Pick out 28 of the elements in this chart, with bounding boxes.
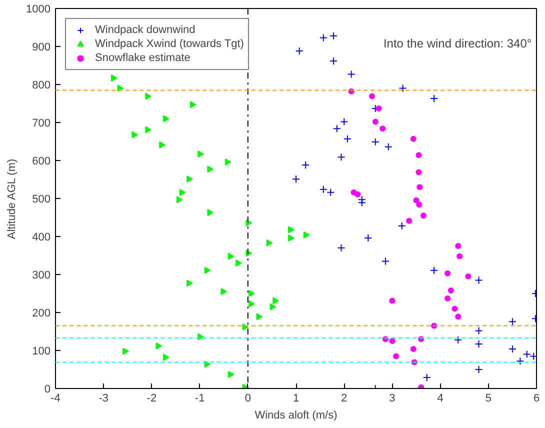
y-tick-label: 0 xyxy=(44,384,51,396)
x-tick-label: -2 xyxy=(146,392,157,404)
y-tick-label: 800 xyxy=(32,80,51,92)
x-axis-title: Winds aloft (m/s) xyxy=(254,410,338,422)
y-axis-title: Altitude AGL (m) xyxy=(6,158,18,240)
x-tick-label: 6 xyxy=(533,392,540,404)
x-tick-label: 2 xyxy=(341,392,348,404)
x-tick-label: -1 xyxy=(194,392,205,404)
x-tick-label: 1 xyxy=(292,392,300,404)
annotation: Into the wind direction: 340° xyxy=(383,36,532,50)
x-tick-label: 0 xyxy=(244,392,251,404)
y-tick-label: 400 xyxy=(32,232,51,244)
y-tick-label: 600 xyxy=(32,156,51,168)
y-tick-label: 900 xyxy=(32,42,51,54)
y-tick-label: 1000 xyxy=(26,4,51,16)
y-tick-label: 100 xyxy=(32,346,51,358)
x-tick-label: 4 xyxy=(437,392,444,404)
x-tick-label: 3 xyxy=(389,392,396,404)
legend-label: Windpack Xwind (towards Tgt) xyxy=(95,37,244,51)
x-tick-label: -3 xyxy=(98,392,108,404)
legend-label: Snowflake estimate xyxy=(95,51,190,65)
legend-label: Windpack downwind xyxy=(95,23,196,37)
y-tick-label: 700 xyxy=(32,118,51,130)
y-tick-label: 500 xyxy=(32,194,51,206)
y-tick-label: 200 xyxy=(32,308,51,320)
x-tick-label: 5 xyxy=(485,392,492,404)
x-tick-label: -4 xyxy=(50,392,60,404)
y-tick-label: 300 xyxy=(32,270,51,282)
